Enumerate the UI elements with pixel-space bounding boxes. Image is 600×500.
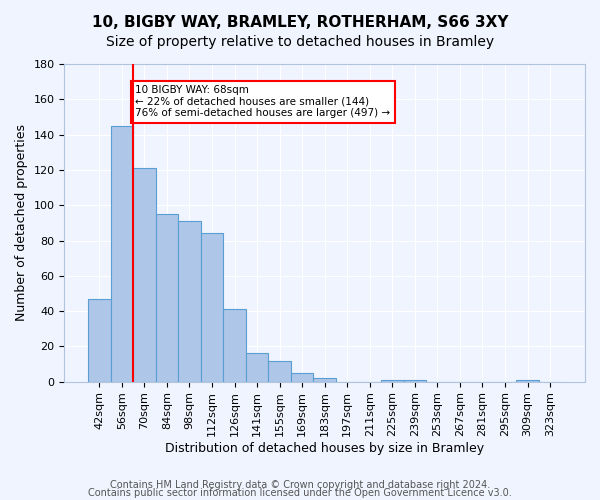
Bar — [381, 380, 404, 382]
Bar — [404, 380, 426, 382]
Bar — [178, 221, 201, 382]
Bar — [516, 380, 539, 382]
Bar — [313, 378, 336, 382]
Bar — [155, 214, 178, 382]
Bar — [110, 126, 133, 382]
Bar — [201, 234, 223, 382]
Bar — [88, 299, 110, 382]
Bar — [223, 310, 246, 382]
Text: 10 BIGBY WAY: 68sqm
← 22% of detached houses are smaller (144)
76% of semi-detac: 10 BIGBY WAY: 68sqm ← 22% of detached ho… — [136, 85, 391, 118]
X-axis label: Distribution of detached houses by size in Bramley: Distribution of detached houses by size … — [165, 442, 484, 455]
Bar — [268, 360, 291, 382]
Y-axis label: Number of detached properties: Number of detached properties — [15, 124, 28, 322]
Text: Size of property relative to detached houses in Bramley: Size of property relative to detached ho… — [106, 35, 494, 49]
Bar — [246, 354, 268, 382]
Bar — [133, 168, 155, 382]
Text: 10, BIGBY WAY, BRAMLEY, ROTHERHAM, S66 3XY: 10, BIGBY WAY, BRAMLEY, ROTHERHAM, S66 3… — [92, 15, 508, 30]
Text: Contains public sector information licensed under the Open Government Licence v3: Contains public sector information licen… — [88, 488, 512, 498]
Bar — [291, 373, 313, 382]
Text: Contains HM Land Registry data © Crown copyright and database right 2024.: Contains HM Land Registry data © Crown c… — [110, 480, 490, 490]
